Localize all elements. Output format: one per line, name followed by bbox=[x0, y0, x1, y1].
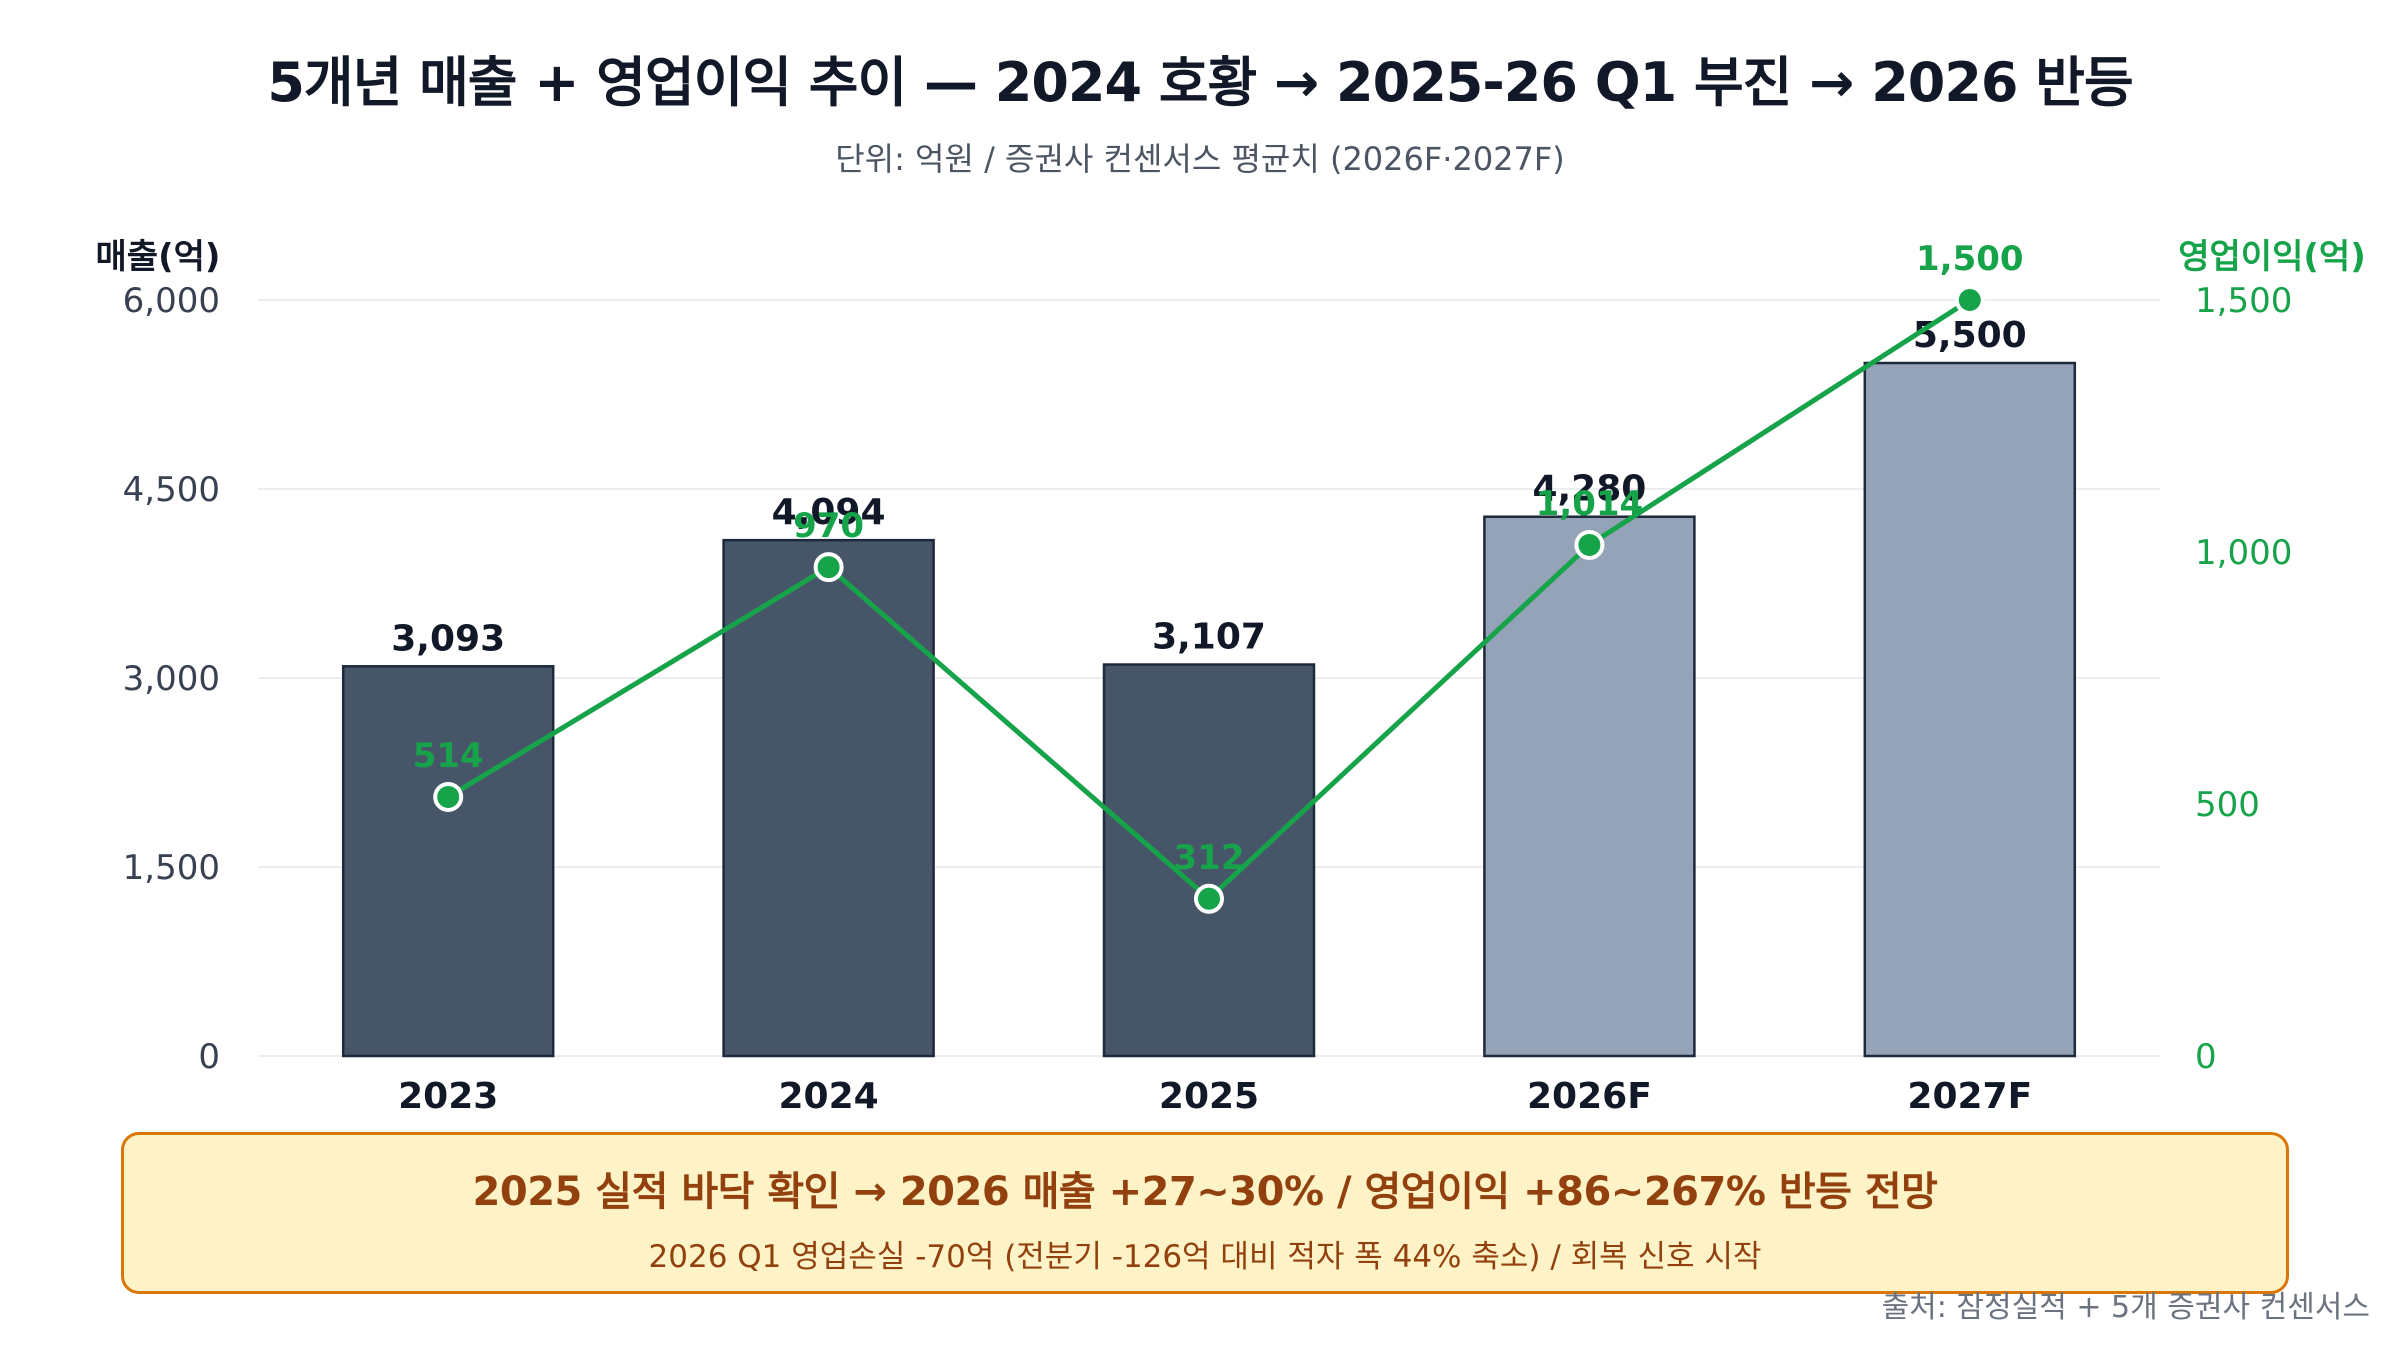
y-left-tick-label: 3,000 bbox=[123, 659, 220, 699]
x-tick-label: 2027F bbox=[1907, 1076, 2032, 1117]
line-value-label: 970 bbox=[793, 506, 864, 546]
callout-detail: 2026 Q1 영업손실 -70억 (전분기 -126억 대비 적자 폭 44%… bbox=[648, 1239, 1762, 1275]
chart-title: 5개년 매출 + 영업이익 추이 — 2024 호황 → 2025-26 Q1 … bbox=[267, 51, 2133, 114]
y-left-tick-label: 1,500 bbox=[123, 848, 220, 888]
line-point-2026F bbox=[1574, 529, 1605, 560]
y-right-axis-title: 영업이익(억) bbox=[2178, 237, 2365, 277]
bar-2027F bbox=[1863, 361, 2077, 1058]
y-right-tick-label: 1,000 bbox=[2195, 533, 2292, 573]
line-point-2023 bbox=[433, 781, 464, 812]
x-tick-label: 2025 bbox=[1159, 1076, 1259, 1117]
line-point-2024 bbox=[813, 552, 844, 583]
bar-value-label: 5,500 bbox=[1913, 315, 2027, 356]
bar-value-label: 3,107 bbox=[1152, 617, 1266, 658]
line-point-2025 bbox=[1194, 883, 1224, 914]
line-value-label: 1,014 bbox=[1536, 484, 1644, 524]
line-point-2027F bbox=[1954, 285, 1985, 315]
bar-2026F bbox=[1483, 515, 1696, 1058]
bar-2024 bbox=[722, 538, 935, 1058]
bar-2023 bbox=[341, 665, 555, 1058]
x-tick-label: 2023 bbox=[398, 1076, 498, 1117]
y-left-tick-label: 0 bbox=[198, 1037, 220, 1077]
summary-callout: 2025 실적 바닥 확인 → 2026 매출 +27~30% / 영업이익 +… bbox=[121, 1132, 2289, 1294]
y-right-tick-label: 0 bbox=[2195, 1037, 2217, 1077]
bar-value-label: 4,094 bbox=[772, 492, 886, 533]
line-value-label: 514 bbox=[413, 736, 484, 776]
x-tick-label: 2026F bbox=[1527, 1076, 1652, 1117]
y-right-tick-label: 1,500 bbox=[2195, 281, 2292, 321]
callout-headline: 2025 실적 바닥 확인 → 2026 매출 +27~30% / 영업이익 +… bbox=[472, 1169, 1938, 1215]
line-value-label: 1,500 bbox=[1916, 239, 2024, 279]
source-note: 출처: 잠정실적 + 5개 증권사 컨센서스 bbox=[1881, 1290, 2370, 1325]
bar-value-label: 3,093 bbox=[391, 618, 505, 659]
chart-subtitle: 단위: 억원 / 증권사 컨센서스 평균치 (2026F·2027F) bbox=[835, 140, 1565, 178]
y-left-tick-label: 6,000 bbox=[123, 281, 220, 321]
bar-2025 bbox=[1102, 663, 1316, 1058]
y-right-tick-label: 500 bbox=[2195, 785, 2260, 825]
y-left-axis-title: 매출(억) bbox=[96, 237, 221, 277]
y-left-tick-label: 4,500 bbox=[123, 470, 220, 510]
x-tick-label: 2024 bbox=[778, 1076, 878, 1117]
bar-value-label: 4,280 bbox=[1532, 469, 1646, 510]
line-value-label: 312 bbox=[1174, 838, 1245, 878]
